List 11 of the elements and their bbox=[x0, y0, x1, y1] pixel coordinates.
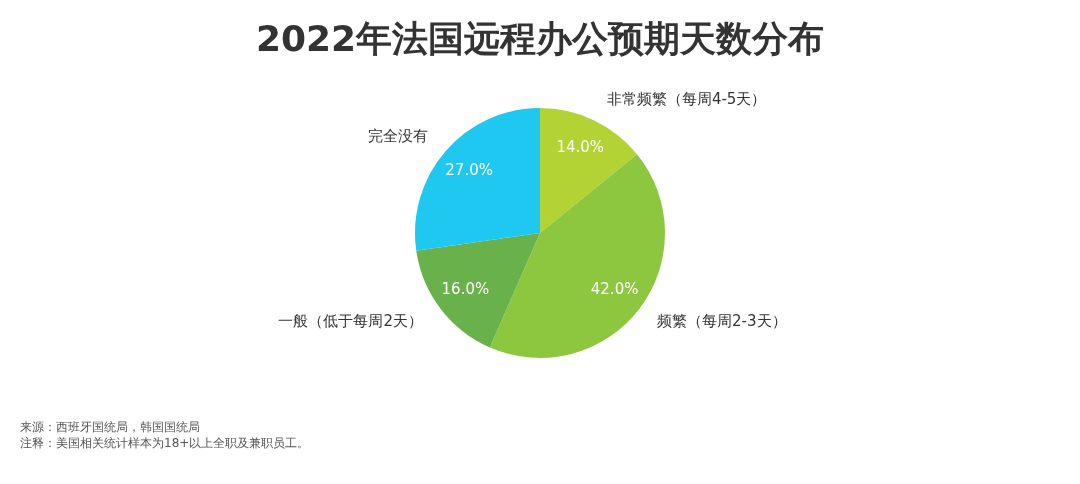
slice-label: 一般（低于每周2天） bbox=[278, 311, 423, 330]
slice-label: 频繁（每周2-3天） bbox=[657, 311, 787, 330]
data-label: 27.0% bbox=[445, 161, 493, 180]
text: 注释：美国相关统计样本为18+以上全职及兼职员工。 bbox=[20, 436, 310, 451]
slice-label: 非常频繁（每周4-5天） bbox=[606, 90, 767, 109]
data-label: 14.0% bbox=[556, 138, 605, 157]
data-label: 16.0% bbox=[441, 279, 490, 298]
source-note: 来源：西班牙国统局，韩国国统局 bbox=[20, 420, 200, 435]
slice-label: 完全没有 bbox=[368, 126, 429, 145]
data-label: 42.0% bbox=[590, 279, 639, 298]
chart-title: 2022年法国远程办公预期天数分布 bbox=[255, 18, 825, 60]
